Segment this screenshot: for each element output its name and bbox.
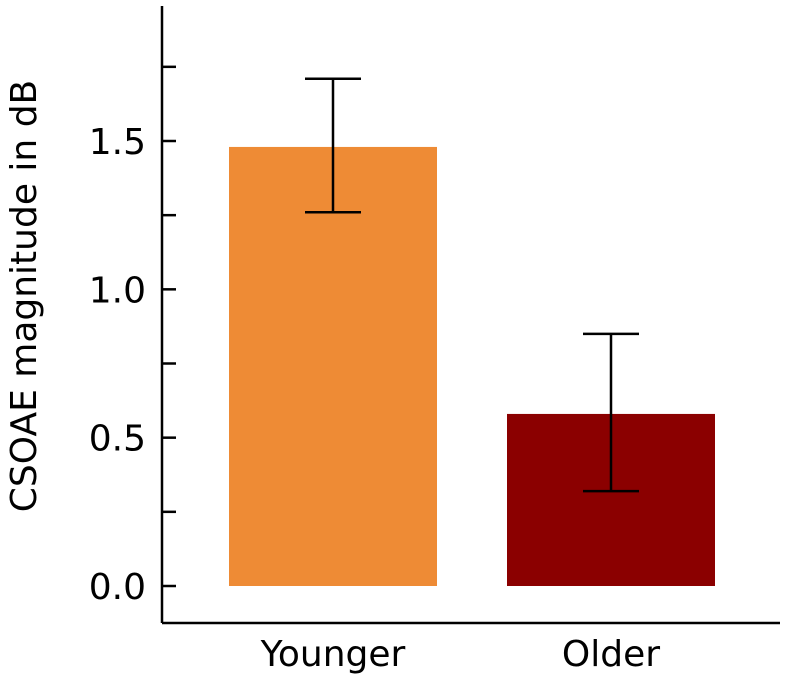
y-axis-label: CSOAE magnitude in dB xyxy=(4,80,45,513)
y-tick-label: 1.0 xyxy=(89,270,146,311)
axes-group xyxy=(160,6,780,625)
x-tick-label-younger: Younger xyxy=(260,634,406,675)
bars-group xyxy=(229,146,715,586)
error-bar-older xyxy=(583,332,639,493)
y-tick-label: 0.5 xyxy=(89,419,146,460)
y-ticks-group: 0.0 0.5 1.0 1.5 xyxy=(89,65,176,608)
x-tick-labels-group: Younger Older xyxy=(260,634,661,675)
y-tick-label: 1.5 xyxy=(89,122,146,163)
error-bar-younger xyxy=(305,77,361,214)
bar-younger xyxy=(229,146,437,586)
y-tick-label: 0.0 xyxy=(89,567,146,608)
x-tick-label-older: Older xyxy=(562,634,660,675)
error-bars-group xyxy=(305,77,639,493)
